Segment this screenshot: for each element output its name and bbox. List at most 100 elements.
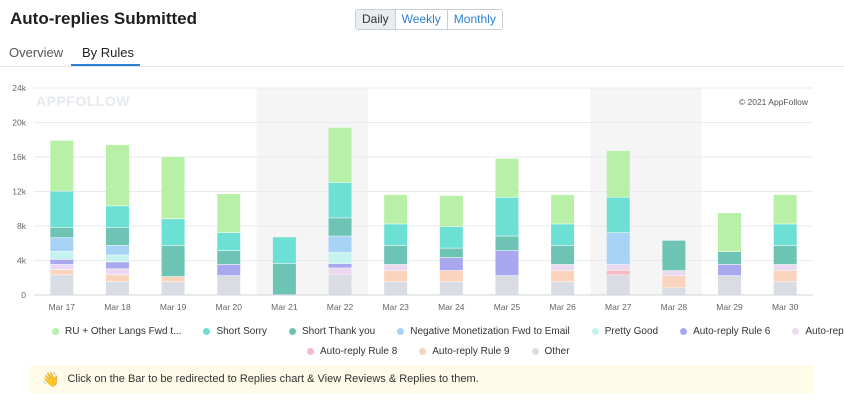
bar-segment-short-sorry[interactable] <box>495 197 519 236</box>
bar-segment-other[interactable] <box>439 282 463 295</box>
bar-segment-short-sorry[interactable] <box>217 232 241 251</box>
legend-item-other[interactable]: Other <box>531 346 570 357</box>
bar-segment-auto-reply-rule-7[interactable] <box>662 270 686 276</box>
bar-segment-auto-reply-rule-7[interactable] <box>384 264 408 271</box>
bar-segment-auto-reply-rule-6[interactable] <box>439 257 463 271</box>
bar-segment-short-thank-you[interactable] <box>328 218 352 236</box>
bar-segment-short-sorry[interactable] <box>551 224 575 246</box>
bar-segment-pretty-good[interactable] <box>105 255 129 262</box>
bar-segment-other[interactable] <box>50 275 74 295</box>
bar-segment-negative-monetization-fwd-to-email[interactable] <box>105 245 129 255</box>
bar-segment-auto-reply-rule-9[interactable] <box>551 270 575 282</box>
bar-segment-other[interactable] <box>105 282 129 295</box>
x-tick-label: Mar 25 <box>494 302 521 312</box>
bar-segment-other[interactable] <box>328 275 352 295</box>
bar-segment-ru-other-langs-fwd-t[interactable] <box>773 194 797 224</box>
bar-segment-short-thank-you[interactable] <box>161 245 185 277</box>
period-weekly-button[interactable]: Weekly <box>394 10 447 29</box>
tab-overview[interactable]: Overview <box>9 45 64 60</box>
bar-segment-short-sorry[interactable] <box>439 226 463 248</box>
legend-item-auto-reply-rule-6[interactable]: Auto-reply Rule 6 <box>680 326 770 337</box>
bar-segment-ru-other-langs-fwd-t[interactable] <box>217 194 241 233</box>
bar-segment-ru-other-langs-fwd-t[interactable] <box>328 127 352 183</box>
legend-item-auto-reply-rule-7[interactable]: Auto-reply Rule 7 <box>792 326 844 337</box>
bar-segment-short-sorry[interactable] <box>161 219 185 246</box>
bar-segment-ru-other-langs-fwd-t[interactable] <box>606 150 630 197</box>
bar-segment-other[interactable] <box>773 282 797 295</box>
bar-segment-short-sorry[interactable] <box>606 197 630 233</box>
legend-item-auto-reply-rule-8[interactable]: Auto-reply Rule 8 <box>307 346 397 357</box>
bar-segment-ru-other-langs-fwd-t[interactable] <box>495 158 519 197</box>
legend-item-auto-reply-rule-9[interactable]: Auto-reply Rule 9 <box>419 346 510 357</box>
legend-item-pretty-good[interactable]: Pretty Good <box>591 326 658 337</box>
bar-segment-short-thank-you[interactable] <box>384 245 408 265</box>
bar-segment-short-thank-you[interactable] <box>217 251 241 265</box>
bar-segment-short-thank-you[interactable] <box>495 236 519 251</box>
bar-segment-ru-other-langs-fwd-t[interactable] <box>161 157 185 219</box>
bar-segment-auto-reply-rule-7[interactable] <box>606 264 630 271</box>
tab-by-rules[interactable]: By Rules <box>82 45 135 60</box>
bar-segment-auto-reply-rule-9[interactable] <box>384 270 408 282</box>
bar-segment-short-thank-you[interactable] <box>272 263 296 295</box>
bar-segment-auto-reply-rule-9[interactable] <box>105 275 129 282</box>
bar-segment-ru-other-langs-fwd-t[interactable] <box>384 194 408 224</box>
legend-item-negative-monetization-fwd-to-email[interactable]: Negative Monetization Fwd to Email <box>397 326 570 337</box>
period-daily-button[interactable]: Daily <box>356 10 395 29</box>
bar-segment-short-sorry[interactable] <box>272 237 296 264</box>
bar-segment-short-thank-you[interactable] <box>105 227 129 246</box>
bar-segment-auto-reply-rule-7[interactable] <box>105 269 129 275</box>
bar-segment-short-thank-you[interactable] <box>50 227 74 238</box>
bar-segment-pretty-good[interactable] <box>328 252 352 264</box>
bar-segment-ru-other-langs-fwd-t[interactable] <box>718 213 742 252</box>
bar-segment-short-thank-you[interactable] <box>439 248 463 258</box>
bar-segment-auto-reply-rule-9[interactable] <box>773 270 797 282</box>
hint-banner: 👋 Click on the Bar to be redirected to R… <box>30 365 814 393</box>
bar-segment-short-thank-you[interactable] <box>773 245 797 265</box>
bar-segment-short-sorry[interactable] <box>328 182 352 218</box>
legend-item-short-sorry[interactable]: Short Sorry <box>203 326 267 337</box>
bar-segment-short-thank-you[interactable] <box>551 245 575 265</box>
bar-segment-ru-other-langs-fwd-t[interactable] <box>551 194 575 224</box>
bar-segment-short-thank-you[interactable] <box>662 240 686 271</box>
bar-segment-short-sorry[interactable] <box>105 206 129 228</box>
bar-segment-auto-reply-rule-9[interactable] <box>50 269 74 275</box>
bar-segment-other[interactable] <box>384 282 408 295</box>
bar-segment-auto-reply-rule-6[interactable] <box>50 259 74 265</box>
legend-label: Auto-reply Rule 7 <box>805 325 844 337</box>
bar-segment-negative-monetization-fwd-to-email[interactable] <box>606 232 630 265</box>
legend-item-ru-other-langs-fwd-t[interactable]: RU + Other Langs Fwd t... <box>52 326 181 337</box>
y-tick-label: 24k <box>12 83 26 93</box>
bar-segment-auto-reply-rule-8[interactable] <box>606 270 630 275</box>
legend-item-short-thank-you[interactable]: Short Thank you <box>289 326 375 337</box>
bar-segment-short-sorry[interactable] <box>773 224 797 246</box>
bar-segment-auto-reply-rule-7[interactable] <box>551 264 575 271</box>
bar-segment-auto-reply-rule-6[interactable] <box>105 262 129 269</box>
bar-segment-other[interactable] <box>495 276 519 295</box>
bar-segment-auto-reply-rule-6[interactable] <box>328 263 352 268</box>
bar-segment-other[interactable] <box>551 282 575 295</box>
bar-segment-other[interactable] <box>662 288 686 295</box>
bar-segment-auto-reply-rule-9[interactable] <box>439 270 463 282</box>
bar-segment-ru-other-langs-fwd-t[interactable] <box>439 195 463 227</box>
bar-segment-auto-reply-rule-7[interactable] <box>328 268 352 275</box>
bar-segment-other[interactable] <box>217 276 241 295</box>
bar-segment-auto-reply-rule-6[interactable] <box>495 251 519 276</box>
bar-segment-ru-other-langs-fwd-t[interactable] <box>50 140 74 191</box>
bar-segment-other[interactable] <box>718 276 742 295</box>
bar-segment-ru-other-langs-fwd-t[interactable] <box>105 144 129 206</box>
bar-segment-auto-reply-rule-7[interactable] <box>50 264 74 270</box>
bar-segment-short-sorry[interactable] <box>50 191 74 228</box>
bar-segment-short-thank-you[interactable] <box>718 251 742 265</box>
bar-segment-pretty-good[interactable] <box>50 251 74 260</box>
period-monthly-button[interactable]: Monthly <box>446 10 502 29</box>
bar-segment-auto-reply-rule-7[interactable] <box>773 264 797 271</box>
bar-segment-auto-reply-rule-6[interactable] <box>217 264 241 276</box>
bar-segment-auto-reply-rule-9[interactable] <box>662 276 686 288</box>
bar-segment-short-sorry[interactable] <box>384 224 408 246</box>
bar-segment-negative-monetization-fwd-to-email[interactable] <box>50 238 74 252</box>
bar-segment-other[interactable] <box>161 282 185 295</box>
bar-segment-negative-monetization-fwd-to-email[interactable] <box>328 236 352 253</box>
bar-segment-other[interactable] <box>606 275 630 295</box>
bar-segment-auto-reply-rule-6[interactable] <box>718 264 742 276</box>
bar-segment-auto-reply-rule-9[interactable] <box>161 276 185 282</box>
